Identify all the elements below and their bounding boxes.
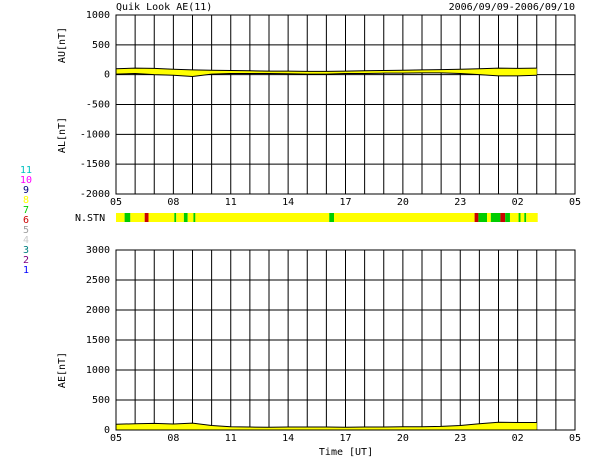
station-segment <box>176 213 184 222</box>
y-tick-label: -2000 <box>80 189 110 200</box>
legend-label: 1 <box>23 265 29 276</box>
station-segment <box>124 213 131 222</box>
x-tick-label: 14 <box>282 433 294 444</box>
ae-line <box>115 421 537 428</box>
y-tick-label: 0 <box>104 70 110 81</box>
legend-label: 10 <box>20 175 32 186</box>
station-segment <box>520 213 525 222</box>
x-tick-label: 05 <box>110 433 122 444</box>
station-segment <box>130 213 145 222</box>
y-tick-label: 1000 <box>86 10 110 21</box>
station-segment <box>174 213 177 222</box>
x-axis-title: Time [UT] <box>319 447 373 458</box>
station-segment <box>116 213 125 222</box>
lower-line <box>115 72 537 77</box>
y-tick-label: 3000 <box>86 245 110 256</box>
y-tick-label: 2500 <box>86 275 110 286</box>
y-tick-label: -500 <box>86 100 110 111</box>
strip-label: N.STN <box>75 213 105 224</box>
x-tick-label: 17 <box>339 197 351 208</box>
station-segment <box>187 213 194 222</box>
station-segment <box>148 213 175 222</box>
legend-label: 5 <box>23 225 29 236</box>
y-tick-label: 500 <box>92 395 110 406</box>
chart-title: Quik Look AE(11) <box>116 2 212 13</box>
station-segment <box>144 213 149 222</box>
x-tick-label: 20 <box>397 433 409 444</box>
upper-line <box>115 67 537 72</box>
station-segment <box>509 213 519 222</box>
station-segment <box>490 213 501 222</box>
y-tick-label: 1000 <box>86 365 110 376</box>
legend-label: 8 <box>23 195 29 206</box>
x-tick-label: 23 <box>454 433 466 444</box>
y-axis-title: AU[nT] <box>57 27 68 63</box>
x-tick-label: 02 <box>512 433 524 444</box>
legend-label: 11 <box>20 165 32 176</box>
y-tick-label: 2000 <box>86 305 110 316</box>
y-axis-title: AE[nT] <box>57 352 68 388</box>
x-tick-label: 11 <box>225 197 237 208</box>
station-segment <box>487 213 491 222</box>
x-tick-label: 05 <box>110 197 122 208</box>
station-segment <box>334 213 475 222</box>
station-segment <box>524 213 527 222</box>
y-tick-label: -1500 <box>80 159 110 170</box>
x-tick-label: 05 <box>569 433 581 444</box>
y-axis-title: AL[nT] <box>57 117 68 153</box>
x-tick-label: 08 <box>167 433 179 444</box>
y-tick-label: 0 <box>104 425 110 436</box>
x-tick-label: 02 <box>512 197 524 208</box>
y-tick-label: 1500 <box>86 335 110 346</box>
plot-border <box>115 249 576 431</box>
station-segment <box>183 213 188 222</box>
station-segment <box>474 213 479 222</box>
plot-border <box>115 14 576 195</box>
x-tick-label: 17 <box>339 433 351 444</box>
x-tick-label: 14 <box>282 197 294 208</box>
x-tick-label: 11 <box>225 433 237 444</box>
station-segment <box>505 213 510 222</box>
station-segment <box>518 213 521 222</box>
legend-label: 3 <box>23 245 29 256</box>
legend-label: 4 <box>23 235 29 246</box>
y-tick-label: 500 <box>92 40 110 51</box>
station-segment <box>478 213 488 222</box>
legend-label: 6 <box>23 215 29 226</box>
x-tick-label: 08 <box>167 197 179 208</box>
y-tick-label: -1000 <box>80 129 110 140</box>
legend-label: 9 <box>23 185 29 196</box>
station-segment <box>195 213 330 222</box>
station-segment <box>526 213 538 222</box>
station-segment <box>193 213 196 222</box>
legend-label: 7 <box>23 205 29 216</box>
station-segment <box>500 213 506 222</box>
x-tick-label: 20 <box>397 197 409 208</box>
x-tick-label: 23 <box>454 197 466 208</box>
legend-label: 2 <box>23 255 29 266</box>
area-fill <box>116 422 537 430</box>
date-range: 2006/09/09-2006/09/10 <box>449 2 575 13</box>
x-tick-label: 05 <box>569 197 581 208</box>
station-segment <box>329 213 335 222</box>
